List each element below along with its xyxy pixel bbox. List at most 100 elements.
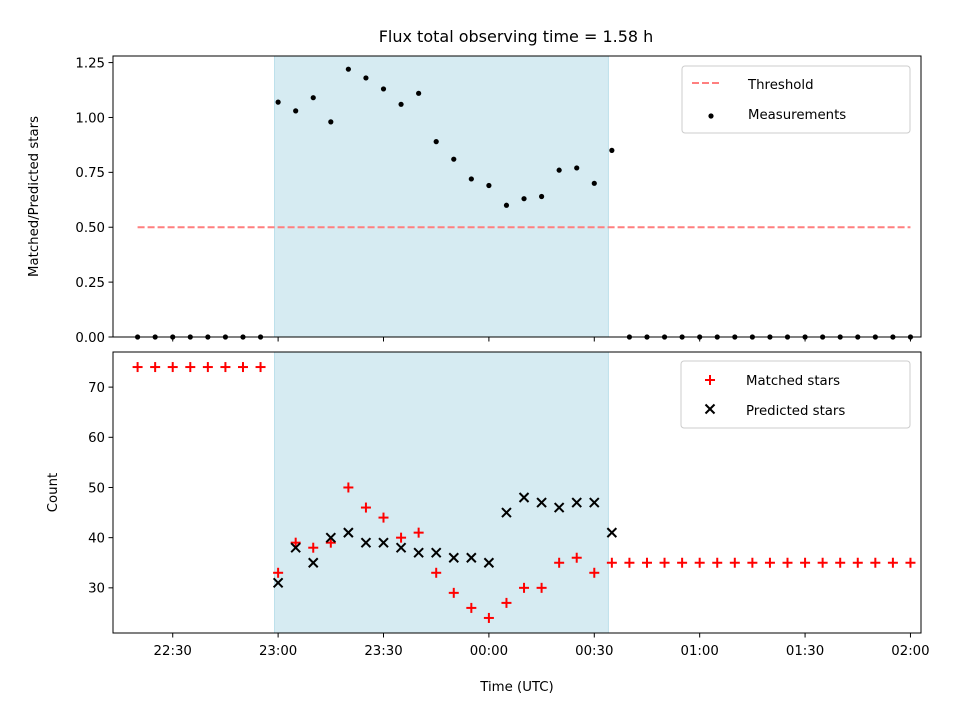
matched-star-point — [290, 537, 301, 548]
matched-star-point — [378, 512, 389, 523]
predicted-star-point — [272, 577, 284, 589]
x-tick-label: 01:00 — [681, 644, 719, 659]
matched-star-point — [694, 557, 705, 568]
bottom-y-tick-label: 50 — [88, 481, 105, 496]
measurement-point — [609, 147, 615, 153]
legend-threshold-label: Threshold — [747, 78, 814, 93]
measurement-point — [538, 193, 545, 200]
matched-star-point — [150, 362, 161, 373]
bottom-panel: 30 40 50 60 70 22:30 23:00 23:30 00:00 00:30 01:0… — [46, 351, 930, 695]
predicted-star-point — [378, 537, 389, 548]
top-legend-box — [681, 65, 911, 134]
bottom-legend-box — [680, 360, 911, 429]
top-y-tick-label: 0.50 — [75, 221, 105, 236]
x-axis-label: Time (UTC) — [479, 680, 554, 695]
predicted-star-point — [606, 527, 618, 538]
predicted-star-point — [290, 542, 301, 553]
predicted-star-point — [413, 547, 424, 558]
measurement-point — [591, 180, 597, 186]
matched-star-point — [870, 557, 881, 568]
top-panel: 0.00 0.25 0.50 0.75 1.00 1.25 Matched/Predict… — [27, 55, 922, 346]
predicted-star-point-b — [413, 547, 424, 558]
predicted-star-point-b — [483, 557, 495, 568]
predicted-star-point-b — [553, 502, 565, 513]
x-tick-label: 22:30 — [154, 644, 192, 659]
matched-star-point — [325, 537, 336, 548]
predicted-star-point-b — [518, 492, 530, 503]
predicted-star-point-b — [606, 527, 618, 538]
matched-star-point — [448, 587, 459, 598]
predicted-stars-series — [272, 492, 618, 589]
legend-predicted-label: Predicted stars — [746, 404, 845, 419]
matched-star-point — [431, 567, 442, 578]
matched-star-point — [396, 532, 407, 543]
x-tick-label: 01:30 — [786, 644, 824, 659]
bottom-legend: Matched stars Predicted stars — [680, 360, 911, 429]
x-tick-label: 23:30 — [364, 644, 402, 659]
legend-matched-label: Matched stars — [746, 374, 840, 389]
measurement-point — [293, 108, 299, 114]
predicted-star-point — [448, 552, 459, 563]
matched-star-point — [255, 362, 266, 373]
predicted-star-point — [325, 532, 337, 543]
predicted-star-point-b — [466, 552, 477, 563]
predicted-star-point-b — [536, 497, 547, 508]
predicted-star-point — [395, 542, 407, 553]
bottom-y-axis-label: Count — [46, 473, 61, 513]
matched-star-point — [501, 597, 512, 608]
predicted-star-point-b — [430, 547, 442, 558]
legend-measurements-swatch — [708, 113, 714, 119]
predicted-star-point-b — [501, 507, 512, 518]
predicted-star-point — [589, 497, 600, 508]
measurement-point — [486, 182, 492, 189]
matched-star-point — [237, 362, 248, 373]
top-axes-frame — [112, 55, 922, 338]
measurement-point — [345, 66, 351, 72]
bottom-y-ticks: 30 40 50 60 70 — [88, 381, 113, 597]
predicted-star-point-b — [290, 542, 301, 553]
measurement-point — [503, 202, 510, 208]
predicted-star-point-b — [343, 527, 354, 538]
matched-star-point — [360, 502, 371, 513]
measurement-point — [556, 167, 562, 173]
predicted-star-point — [466, 552, 477, 563]
matched-star-point — [185, 362, 196, 373]
matched-star-point — [519, 582, 530, 593]
matched-star-point — [220, 362, 231, 373]
predicted-star-point — [518, 492, 530, 503]
measurement-point — [468, 176, 474, 182]
matched-star-point — [167, 362, 178, 373]
predicted-star-point — [430, 547, 442, 558]
predicted-star-point-b — [448, 552, 459, 563]
matched-star-point — [712, 557, 723, 568]
matched-star-point — [273, 567, 284, 578]
matched-stars-series — [132, 362, 916, 623]
matched-star-point — [835, 557, 846, 568]
measurement-point — [363, 75, 369, 81]
top-y-axis-label: Matched/Predicted stars — [27, 116, 42, 277]
bottom-y-tick-label: 70 — [88, 381, 105, 396]
matched-star-point — [536, 582, 547, 593]
measurement-point — [451, 156, 457, 162]
matched-star-point — [624, 557, 635, 568]
matched-star-point — [747, 557, 758, 568]
matched-star-point — [606, 557, 617, 568]
top-y-tick-label: 1.25 — [75, 56, 105, 71]
bottom-y-tick-label: 60 — [88, 431, 105, 446]
predicted-star-point — [553, 502, 565, 513]
predicted-star-point-b — [308, 557, 319, 568]
predicted-star-point-b — [360, 537, 372, 548]
predicted-star-point-b — [378, 537, 389, 548]
matched-star-point — [202, 362, 213, 373]
top-y-ticks: 0.00 0.25 0.50 0.75 1.00 1.25 — [75, 56, 113, 346]
matched-star-point — [343, 482, 354, 493]
matched-star-point — [659, 557, 670, 568]
predicted-star-point — [483, 557, 495, 568]
measurement-point — [275, 99, 281, 105]
predicted-star-point-b — [589, 497, 600, 508]
matched-star-point — [677, 557, 688, 568]
measurement-point — [433, 139, 439, 145]
legend-x-b — [704, 403, 716, 415]
legend-matched-swatch — [705, 375, 715, 385]
